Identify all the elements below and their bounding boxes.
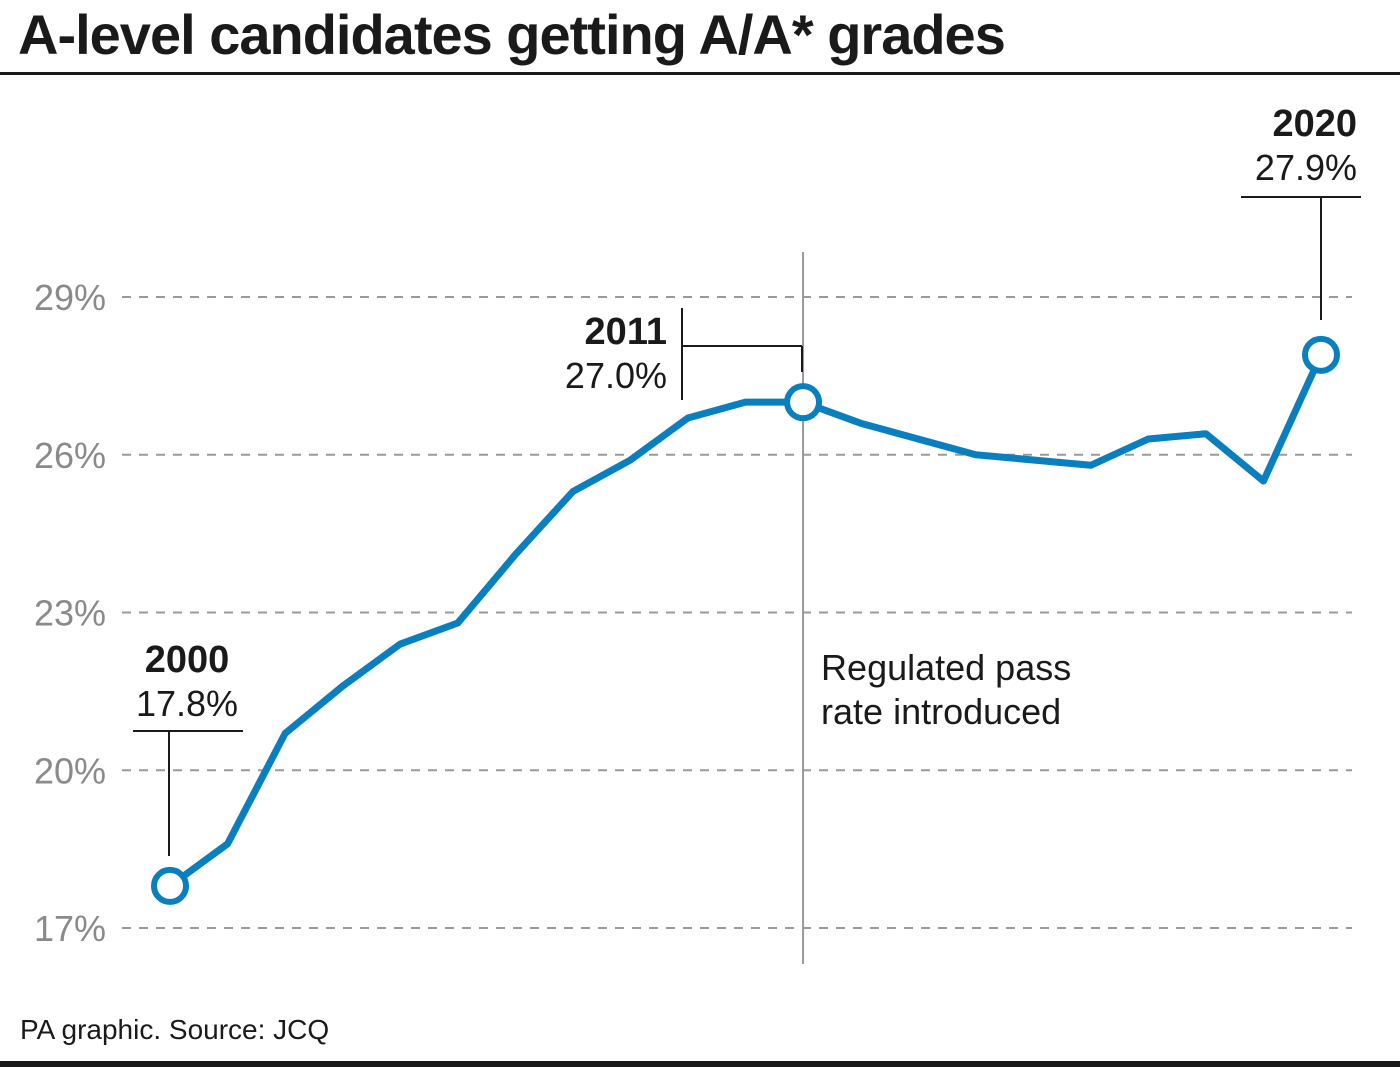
annotation-year: 2000 bbox=[145, 639, 230, 681]
y-tick-label: 23% bbox=[34, 593, 106, 634]
y-tick-label: 17% bbox=[34, 908, 106, 949]
series-line bbox=[166, 351, 1325, 890]
annotation-value: 17.8% bbox=[136, 683, 238, 724]
source-note: PA graphic. Source: JCQ bbox=[20, 1014, 330, 1045]
annotation-marker bbox=[1302, 335, 1340, 374]
reference-line-label: Regulated pass bbox=[821, 647, 1071, 688]
reference-line-label: rate introduced bbox=[821, 691, 1061, 732]
title-divider bbox=[0, 72, 1400, 75]
annotation-marker bbox=[151, 866, 189, 905]
annotation-value: 27.9% bbox=[1255, 147, 1357, 188]
chart-title: A-level candidates getting A/A* grades bbox=[18, 3, 1006, 66]
annotation-year: 2020 bbox=[1272, 103, 1357, 145]
annotation-value: 27.0% bbox=[565, 355, 667, 396]
annotation-markers bbox=[151, 335, 1340, 905]
series-group bbox=[166, 351, 1325, 890]
y-tick-label: 26% bbox=[34, 435, 106, 476]
y-tick-label: 20% bbox=[34, 750, 106, 791]
y-axis-ticks: 17% 20% 23% 26% 29% bbox=[34, 277, 106, 949]
annotation-leaders bbox=[133, 196, 1361, 856]
annotation-year: 2011 bbox=[585, 311, 667, 353]
bottom-divider bbox=[0, 1061, 1400, 1067]
annotation-marker bbox=[784, 383, 823, 422]
y-tick-label: 29% bbox=[34, 277, 106, 318]
gridlines bbox=[122, 296, 1352, 929]
